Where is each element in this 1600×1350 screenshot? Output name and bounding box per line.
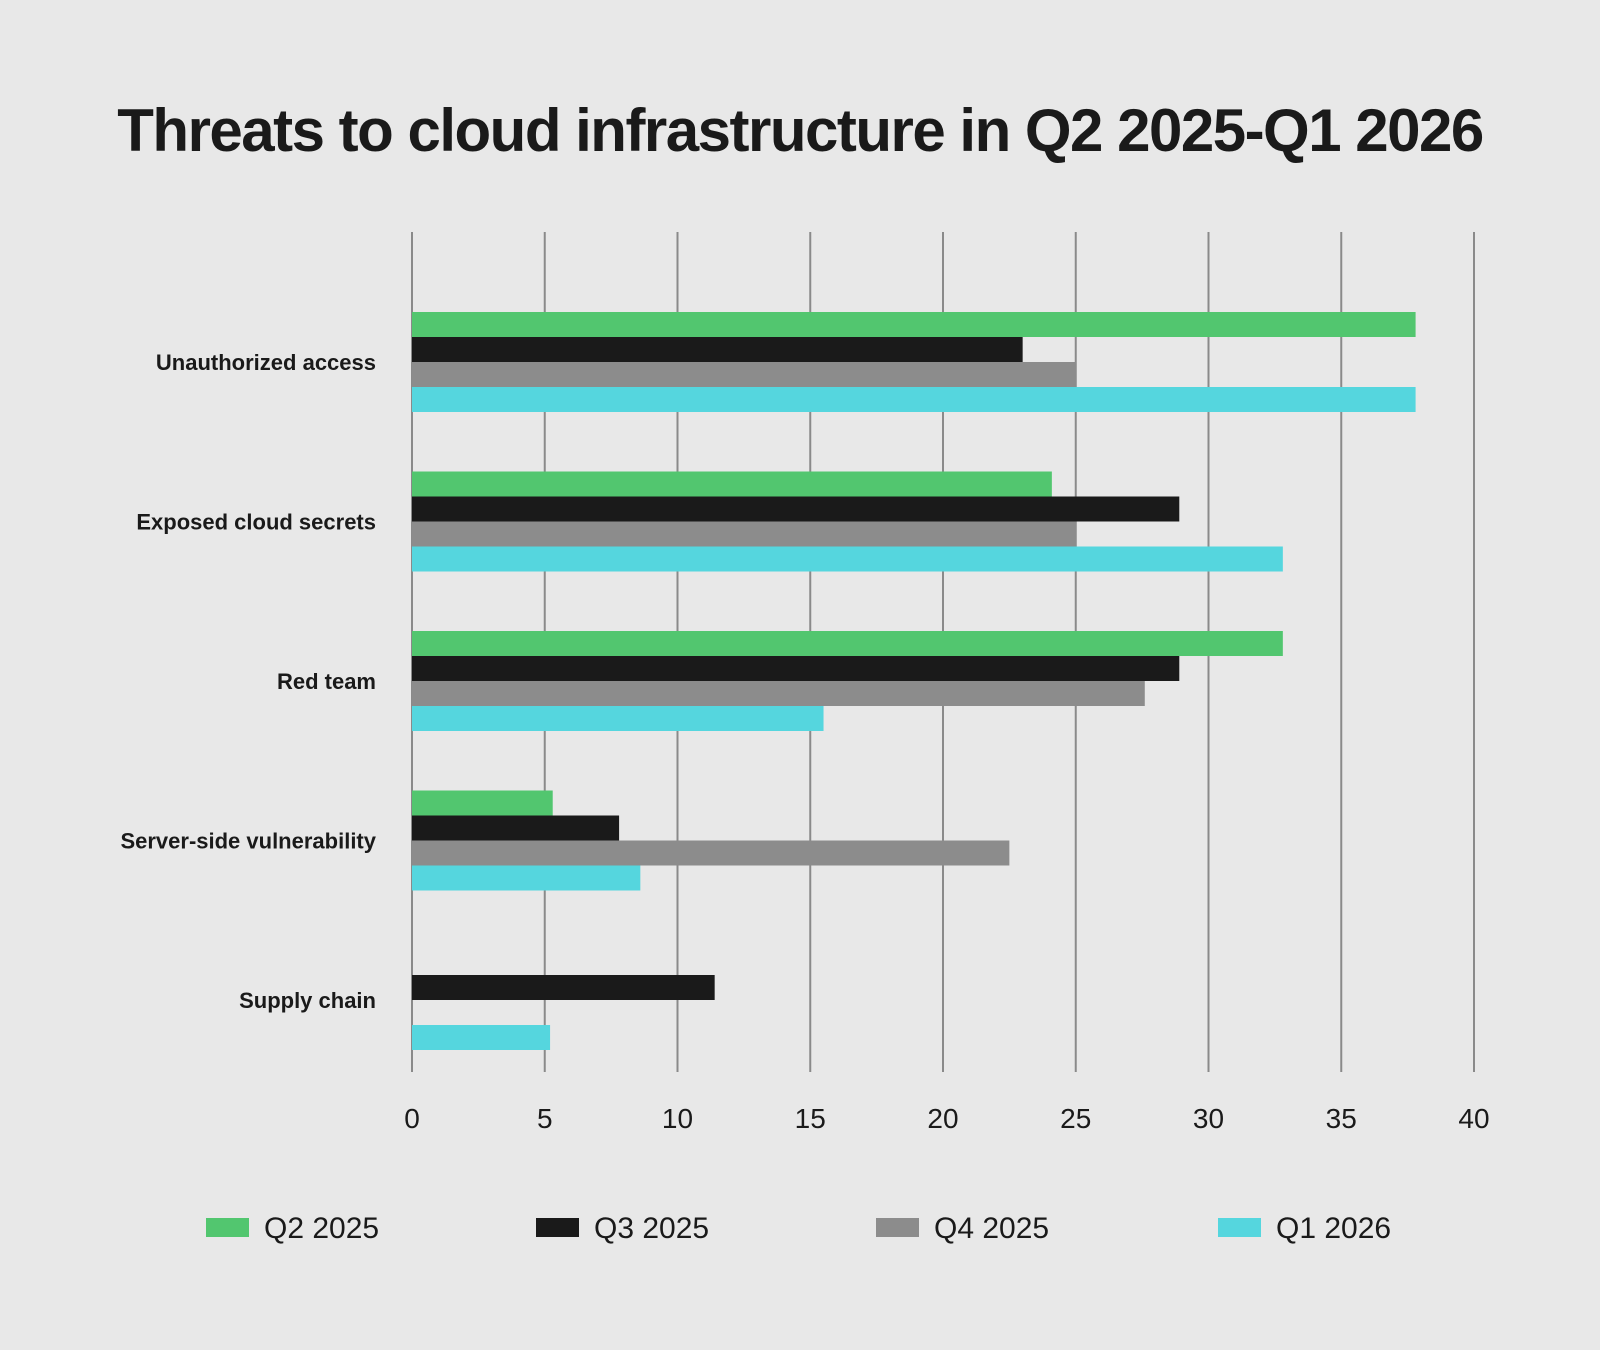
legend-swatch-q2-2025 [206,1218,249,1237]
legend-item-q3-2025: Q3 2025 [536,1212,709,1245]
bar-exposed-cloud-secrets-q4-2025 [412,521,1076,547]
bar-server-side-vulnerability-q1-2026 [412,865,641,891]
x-tick-label: 35 [1326,1103,1357,1134]
legend-label: Q4 2025 [934,1212,1049,1245]
category-label-supply-chain: Supply chain [239,988,376,1013]
bars [412,312,1416,1050]
legend: Q2 2025 Q3 2025 Q4 2025 Q1 2026 [206,1212,1391,1245]
legend-label: Q3 2025 [594,1212,709,1245]
bar-unauthorized-access-q2-2025 [412,312,1416,337]
x-tick-label: 5 [537,1103,553,1134]
bar-unauthorized-access-q3-2025 [412,337,1023,362]
bar-red-team-q4-2025 [412,681,1145,706]
category-label-server-side-vulnerability: Server-side vulnerability [120,829,376,854]
x-tick-label: 0 [404,1103,420,1134]
category-label-red-team: Red team [277,669,376,694]
legend-item-q2-2025: Q2 2025 [206,1212,379,1245]
category-labels: Unauthorized access Exposed cloud secrets… [120,350,376,1013]
chart-title: Threats to cloud infrastructure in Q2 20… [117,97,1484,164]
legend-swatch-q1-2026 [1218,1218,1261,1237]
legend-swatch-q4-2025 [876,1218,919,1237]
x-tick-label: 15 [795,1103,826,1134]
x-tick-label: 10 [662,1103,693,1134]
x-axis-ticks: 0 5 10 15 20 25 30 35 40 [404,1103,1489,1134]
bar-supply-chain-q3-2025 [412,975,715,1000]
legend-label: Q2 2025 [264,1212,379,1245]
bar-unauthorized-access-q1-2026 [412,387,1416,412]
x-tick-label: 25 [1060,1103,1091,1134]
bar-red-team-q2-2025 [412,631,1283,656]
x-tick-label: 20 [927,1103,958,1134]
category-label-unauthorized-access: Unauthorized access [156,350,376,375]
category-label-exposed-cloud-secrets: Exposed cloud secrets [136,510,376,535]
bar-unauthorized-access-q4-2025 [412,362,1076,387]
x-tick-label: 30 [1193,1103,1224,1134]
legend-swatch-q3-2025 [536,1218,579,1237]
bar-red-team-q3-2025 [412,656,1180,681]
legend-label: Q1 2026 [1276,1212,1391,1245]
bar-supply-chain-q1-2026 [412,1025,551,1050]
legend-item-q4-2025: Q4 2025 [876,1212,1049,1245]
bar-exposed-cloud-secrets-q1-2026 [412,546,1283,572]
bar-red-team-q1-2026 [412,706,824,731]
bar-server-side-vulnerability-q2-2025 [412,790,553,816]
x-tick-label: 40 [1458,1103,1489,1134]
bar-exposed-cloud-secrets-q2-2025 [412,471,1052,497]
legend-item-q1-2026: Q1 2026 [1218,1212,1391,1245]
bar-server-side-vulnerability-q4-2025 [412,840,1010,866]
bar-server-side-vulnerability-q3-2025 [412,815,620,841]
bar-exposed-cloud-secrets-q3-2025 [412,496,1180,522]
